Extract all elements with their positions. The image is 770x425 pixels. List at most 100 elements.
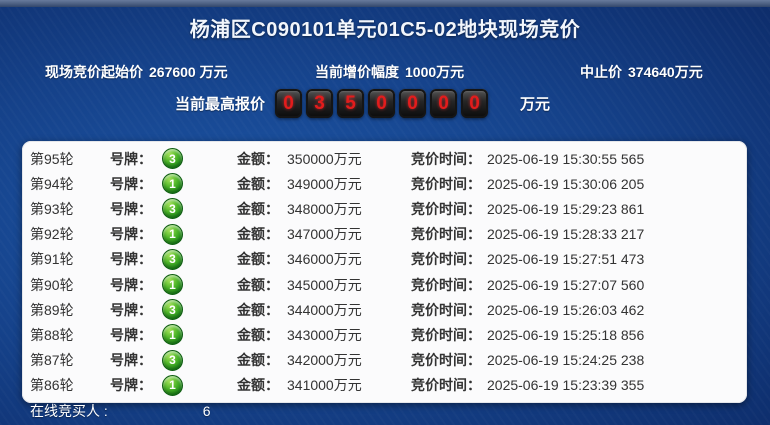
plate-label: 号牌： bbox=[110, 150, 152, 167]
bid-time-label: 竞价时间： bbox=[411, 175, 481, 192]
start-price-value: 267600 万元 bbox=[149, 64, 228, 80]
bid-round-row: 第89轮 号牌： 3 金额： 344000万元 竞价时间： 2025-06-19… bbox=[22, 297, 747, 322]
bidder-plate-badge: 3 bbox=[162, 198, 183, 220]
amount-label: 金额： bbox=[237, 150, 279, 167]
bidder-plate-badge: 1 bbox=[162, 374, 183, 396]
amount-value: 344000万元 bbox=[287, 301, 362, 318]
bid-round-row: 第86轮 号牌： 1 金额： 341000万元 竞价时间： 2025-06-19… bbox=[22, 373, 747, 398]
plate-label: 号牌： bbox=[110, 175, 152, 192]
plate-badge-cell: 3 bbox=[162, 248, 237, 270]
plate-badge-cell: 1 bbox=[162, 324, 237, 346]
round-number: 第93轮 bbox=[30, 200, 74, 217]
plate-badge-cell: 1 bbox=[162, 374, 237, 396]
plate-label: 号牌： bbox=[110, 226, 152, 243]
plate-label: 号牌： bbox=[110, 352, 152, 369]
increment: 当前增价幅度 1000万元 bbox=[315, 62, 464, 82]
bid-digit: 5 bbox=[337, 89, 365, 118]
plate-badge-cell: 1 bbox=[162, 223, 237, 245]
bid-time-label: 竞价时间： bbox=[411, 200, 481, 217]
bid-time-value: 2025-06-19 15:24:25 238 bbox=[487, 352, 645, 369]
amount-value: 346000万元 bbox=[287, 251, 362, 268]
bidder-plate-badge: 1 bbox=[162, 324, 183, 346]
amount-label: 金额： bbox=[237, 301, 279, 318]
stop-price-value: 374640万元 bbox=[628, 64, 703, 80]
bid-time-value: 2025-06-19 15:28:33 217 bbox=[487, 226, 645, 243]
amount-label: 金额： bbox=[237, 352, 279, 369]
bid-round-row: 第93轮 号牌： 3 金额： 348000万元 竞价时间： 2025-06-19… bbox=[22, 196, 747, 221]
amount-value: 343000万元 bbox=[287, 326, 362, 343]
increment-value: 1000万元 bbox=[405, 64, 465, 80]
bid-time-label: 竞价时间： bbox=[411, 276, 481, 293]
bid-digit: 3 bbox=[306, 89, 334, 118]
start-price-label: 现场竞价起始价 bbox=[45, 64, 143, 80]
bid-digit: 0 bbox=[368, 89, 396, 118]
amount-label: 金额： bbox=[237, 377, 279, 394]
bid-round-row: 第95轮 号牌： 3 金额： 350000万元 竞价时间： 2025-06-19… bbox=[22, 146, 747, 171]
plate-badge-cell: 1 bbox=[162, 274, 237, 296]
bidder-plate-badge: 1 bbox=[162, 223, 183, 245]
round-number: 第86轮 bbox=[30, 377, 74, 394]
round-number: 第95轮 bbox=[30, 150, 74, 167]
round-number: 第94轮 bbox=[30, 175, 74, 192]
window-top-strip bbox=[0, 0, 770, 7]
amount-value: 341000万元 bbox=[287, 377, 362, 394]
online-bidders: 在线竞买人 : 6 bbox=[30, 401, 211, 421]
bid-time-value: 2025-06-19 15:27:07 560 bbox=[487, 276, 645, 293]
bid-round-row: 第91轮 号牌： 3 金额： 346000万元 竞价时间： 2025-06-19… bbox=[22, 247, 747, 272]
bidder-plate-badge: 1 bbox=[162, 173, 183, 195]
page-title: 杨浦区C090101单元01C5-02地块现场竞价 bbox=[189, 19, 581, 41]
stop-price-label: 中止价 bbox=[580, 64, 622, 80]
bid-digit: 0 bbox=[461, 89, 489, 118]
plate-badge-cell: 3 bbox=[162, 349, 237, 371]
round-number: 第90轮 bbox=[30, 276, 74, 293]
amount-label: 金额： bbox=[237, 200, 279, 217]
plate-label: 号牌： bbox=[110, 200, 152, 217]
bid-time-value: 2025-06-19 15:30:06 205 bbox=[487, 175, 645, 192]
plate-badge-cell: 3 bbox=[162, 148, 237, 170]
amount-value: 347000万元 bbox=[287, 226, 362, 243]
plate-label: 号牌： bbox=[110, 326, 152, 343]
round-number: 第88轮 bbox=[30, 326, 74, 343]
bid-time-value: 2025-06-19 15:25:18 856 bbox=[487, 326, 645, 343]
bid-round-row: 第94轮 号牌： 1 金额： 349000万元 竞价时间： 2025-06-19… bbox=[22, 171, 747, 196]
bid-time-value: 2025-06-19 15:30:55 565 bbox=[487, 150, 645, 167]
plate-label: 号牌： bbox=[110, 251, 152, 268]
bidder-plate-badge: 3 bbox=[162, 299, 183, 321]
online-bidders-count: 6 bbox=[202, 403, 211, 419]
bid-time-value: 2025-06-19 15:27:51 473 bbox=[487, 251, 645, 268]
bidder-plate-badge: 3 bbox=[162, 248, 183, 270]
plate-badge-cell: 1 bbox=[162, 173, 237, 195]
bid-time-value: 2025-06-19 15:29:23 861 bbox=[487, 200, 645, 217]
bid-round-row: 第87轮 号牌： 3 金额： 342000万元 竞价时间： 2025-06-19… bbox=[22, 348, 747, 373]
online-bidders-label: 在线竞买人 : bbox=[30, 403, 108, 419]
plate-label: 号牌： bbox=[110, 377, 152, 394]
current-highest-bid-label: 当前最高报价 bbox=[175, 96, 266, 113]
bid-round-row: 第92轮 号牌： 1 金额： 347000万元 竞价时间： 2025-06-19… bbox=[22, 222, 747, 247]
plate-label: 号牌： bbox=[110, 301, 152, 318]
amount-label: 金额： bbox=[237, 251, 279, 268]
amount-value: 345000万元 bbox=[287, 276, 362, 293]
amount-value: 350000万元 bbox=[287, 150, 362, 167]
amount-label: 金额： bbox=[237, 175, 279, 192]
bid-time-label: 竞价时间： bbox=[411, 150, 481, 167]
bid-time-label: 竞价时间： bbox=[411, 251, 481, 268]
amount-value: 349000万元 bbox=[287, 175, 362, 192]
amount-value: 348000万元 bbox=[287, 200, 362, 217]
round-number: 第89轮 bbox=[30, 301, 74, 318]
start-price: 现场竞价起始价 267600 万元 bbox=[45, 62, 228, 82]
bid-digit: 0 bbox=[399, 89, 427, 118]
bid-round-row: 第90轮 号牌： 1 金额： 345000万元 竞价时间： 2025-06-19… bbox=[22, 272, 747, 297]
bidder-plate-badge: 1 bbox=[162, 274, 183, 296]
plate-badge-cell: 3 bbox=[162, 299, 237, 321]
round-number: 第92轮 bbox=[30, 226, 74, 243]
round-number: 第91轮 bbox=[30, 251, 74, 268]
round-number: 第87轮 bbox=[30, 352, 74, 369]
bid-time-label: 竞价时间： bbox=[411, 326, 481, 343]
bidder-plate-badge: 3 bbox=[162, 349, 183, 371]
increment-label: 当前增价幅度 bbox=[315, 64, 399, 80]
bid-rounds-list: 第95轮 号牌： 3 金额： 350000万元 竞价时间： 2025-06-19… bbox=[22, 141, 747, 403]
bid-digit: 0 bbox=[430, 89, 458, 118]
